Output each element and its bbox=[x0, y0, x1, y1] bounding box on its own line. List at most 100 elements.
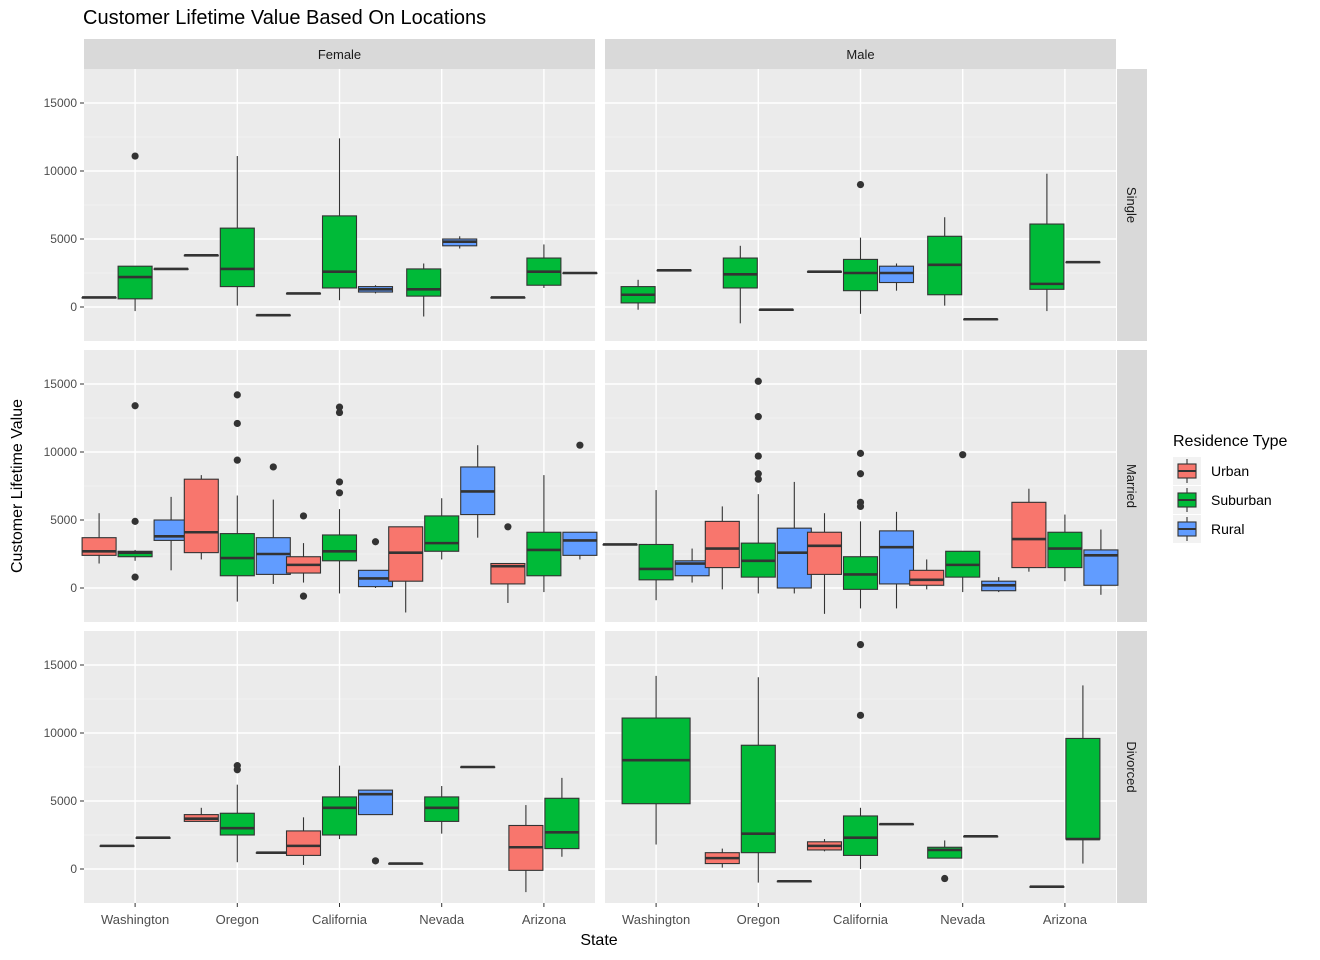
box-body bbox=[878, 265, 915, 284]
box-nevada-rural bbox=[442, 236, 478, 249]
box-body bbox=[909, 569, 945, 586]
box-body bbox=[842, 556, 879, 590]
box-body bbox=[321, 534, 358, 562]
outlier-point bbox=[754, 377, 762, 385]
outlier-point bbox=[504, 523, 512, 531]
outlier-point bbox=[856, 711, 865, 719]
box-oregon-suburban bbox=[740, 677, 776, 883]
box-body bbox=[321, 215, 358, 289]
y-tick-label: 10000 bbox=[44, 445, 78, 459]
outlier-point bbox=[131, 517, 139, 525]
box-body bbox=[526, 531, 562, 577]
outlier-point bbox=[335, 408, 344, 417]
y-tick-label: 10000 bbox=[44, 164, 78, 178]
box-washington-rural bbox=[656, 268, 692, 272]
panel-female-divorced: 0 5000 10000 15000 Washington Oregon Californi… bbox=[44, 631, 595, 927]
outlier-point bbox=[754, 413, 762, 421]
x-tick-label: Arizona bbox=[522, 912, 567, 927]
x-tick-label: California bbox=[833, 912, 889, 927]
box-california-suburban bbox=[842, 181, 879, 314]
outlier-point bbox=[131, 573, 139, 581]
legend-item-urban: Urban bbox=[1173, 457, 1249, 485]
legend-label: Suburban bbox=[1211, 492, 1272, 508]
y-tick-label: 0 bbox=[70, 581, 77, 595]
facet-strip-married bbox=[1117, 350, 1147, 622]
box-california-suburban bbox=[321, 403, 358, 594]
box-washington-rural bbox=[153, 267, 189, 271]
legend-label: Urban bbox=[1211, 463, 1249, 479]
outlier-point bbox=[233, 391, 241, 399]
box-california-rural bbox=[878, 511, 915, 609]
box-california-urban bbox=[285, 817, 322, 865]
x-tick-label: Nevada bbox=[940, 912, 986, 927]
box-nevada-rural bbox=[981, 577, 1017, 593]
facet-strip-label: Female bbox=[318, 47, 361, 62]
box-body bbox=[927, 846, 963, 859]
box-body bbox=[878, 530, 915, 585]
box-arizona-urban bbox=[490, 523, 526, 603]
box-washington-suburban bbox=[117, 152, 153, 312]
box-california-rural bbox=[878, 822, 915, 826]
facet-strip-male bbox=[605, 39, 1116, 69]
y-tick-label: 10000 bbox=[44, 726, 78, 740]
box-body bbox=[490, 562, 526, 585]
box-nevada-urban bbox=[909, 559, 945, 590]
box-body bbox=[1011, 501, 1047, 569]
box-oregon-rural bbox=[255, 463, 291, 584]
panel-female-single: 0 5000 10000 15000 bbox=[44, 69, 598, 341]
outlier-point bbox=[576, 441, 584, 449]
box-washington-rural bbox=[153, 496, 189, 571]
legend: Residence Type Urban Suburban Rural bbox=[1173, 433, 1288, 543]
box-arizona-suburban bbox=[1065, 685, 1101, 864]
outlier-point bbox=[233, 766, 241, 774]
facet-strip-label: Divorced bbox=[1124, 741, 1139, 792]
y-tick-label: 0 bbox=[70, 300, 77, 314]
box-oregon-urban bbox=[183, 807, 219, 822]
box-california-suburban bbox=[321, 138, 358, 301]
y-tick-label: 15000 bbox=[44, 377, 78, 391]
outlier-point bbox=[233, 456, 241, 464]
panel-male-divorced: Washington Oregon California Nevada Arizona bbox=[605, 631, 1116, 927]
outlier-point bbox=[856, 470, 865, 478]
box-nevada-rural bbox=[460, 765, 496, 769]
box-oregon-suburban bbox=[219, 156, 255, 306]
y-tick-label: 15000 bbox=[44, 96, 78, 110]
box-body bbox=[1065, 737, 1101, 840]
box-washington-urban bbox=[602, 543, 638, 546]
box-body bbox=[424, 796, 460, 822]
box-body bbox=[544, 797, 580, 850]
box-arizona-rural bbox=[1083, 529, 1119, 595]
outlier-point bbox=[856, 502, 865, 510]
box-arizona-suburban bbox=[526, 475, 562, 593]
y-tick-label: 5000 bbox=[50, 513, 77, 527]
legend-item-suburban: Suburban bbox=[1173, 486, 1272, 514]
box-nevada-suburban bbox=[945, 451, 981, 593]
outlier-point bbox=[335, 478, 344, 486]
y-tick-label: 0 bbox=[70, 862, 77, 876]
box-body bbox=[321, 796, 358, 836]
box-california-suburban bbox=[842, 449, 879, 609]
box-oregon-urban bbox=[704, 848, 740, 868]
box-arizona-suburban bbox=[544, 777, 580, 857]
outlier-point bbox=[131, 152, 139, 160]
legend-title: Residence Type bbox=[1173, 433, 1288, 450]
box-oregon-suburban bbox=[219, 391, 255, 602]
box-body bbox=[388, 526, 424, 582]
box-oregon-suburban bbox=[740, 377, 776, 594]
x-axis-label: State bbox=[580, 932, 617, 949]
outlier-point bbox=[335, 403, 344, 411]
outlier-point bbox=[754, 452, 762, 460]
box-oregon-urban bbox=[183, 254, 219, 257]
x-tick-label: Oregon bbox=[737, 912, 780, 927]
box-arizona-suburban bbox=[1029, 173, 1065, 312]
box-body bbox=[117, 265, 153, 300]
outlier-point bbox=[335, 489, 344, 497]
outlier-point bbox=[299, 512, 308, 520]
panel-female-married: 0 5000 10000 15000 bbox=[44, 350, 598, 622]
outlier-point bbox=[371, 538, 380, 546]
box-nevada-urban bbox=[388, 862, 424, 865]
box-body bbox=[117, 550, 153, 558]
box-california-urban bbox=[285, 292, 322, 295]
outlier-point bbox=[941, 874, 949, 883]
